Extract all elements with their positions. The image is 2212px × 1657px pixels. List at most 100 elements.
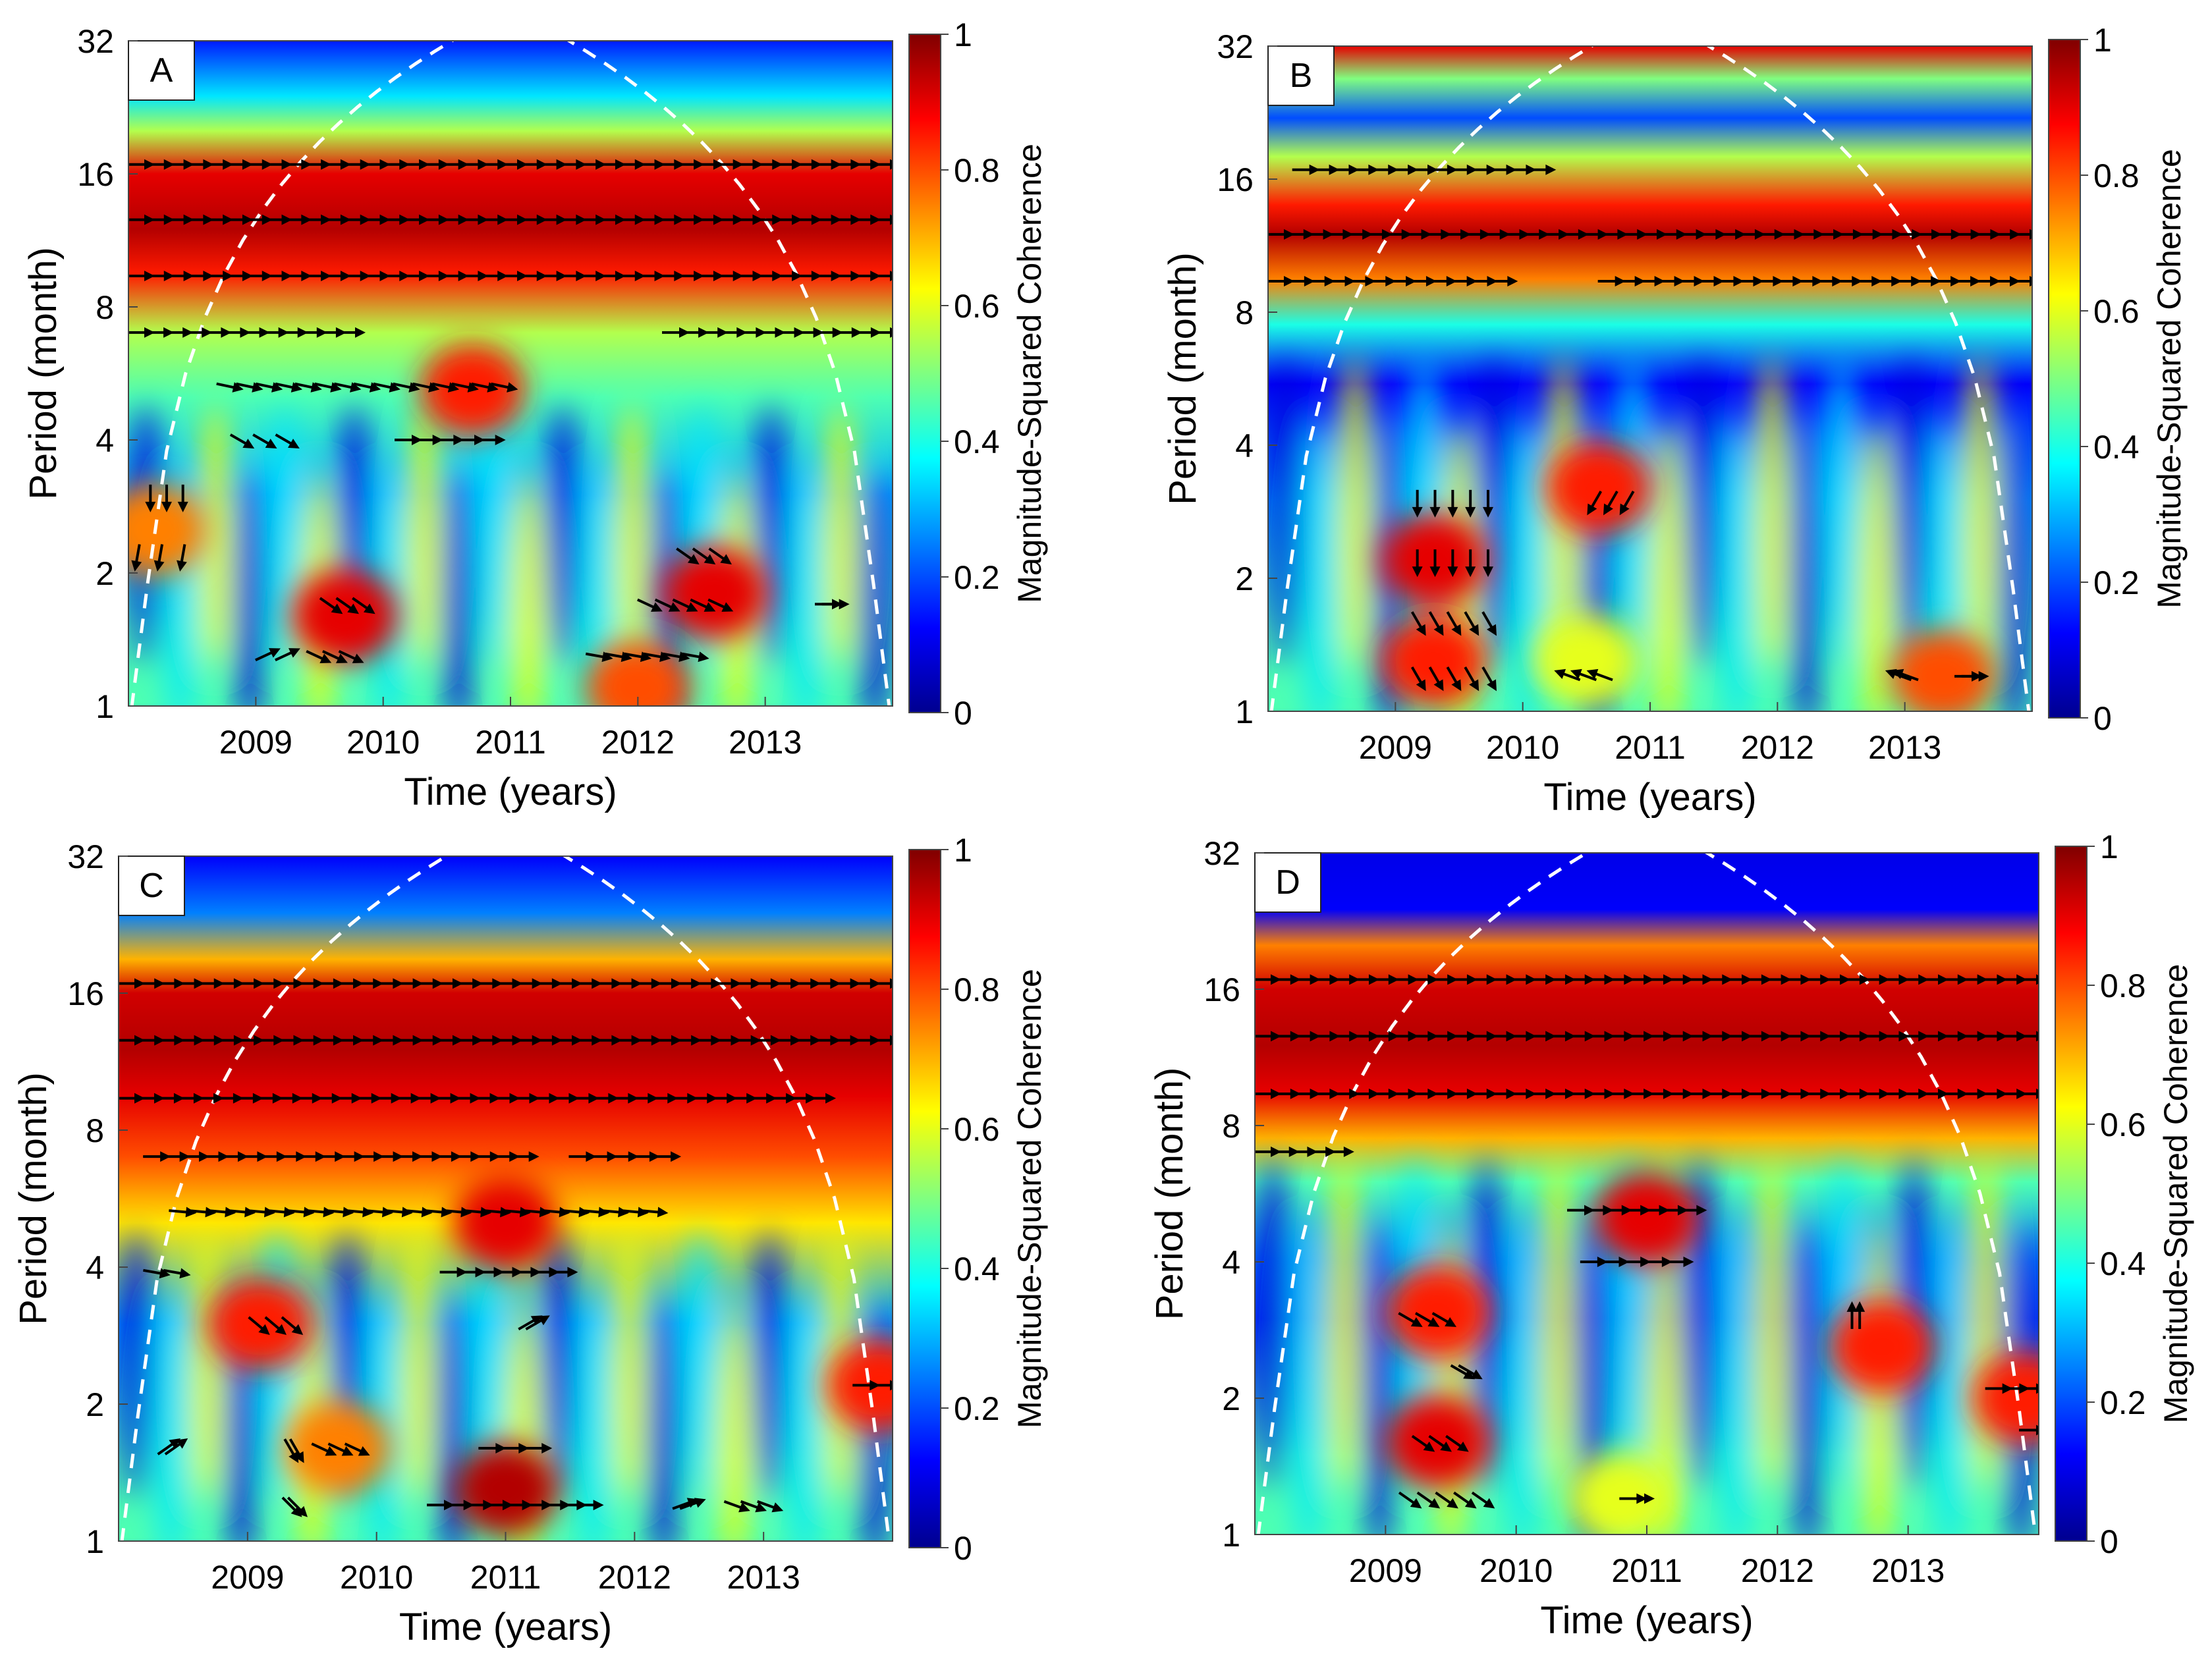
phase-arrowhead bbox=[145, 501, 156, 512]
colorbar-gradient bbox=[2048, 39, 2081, 719]
phase-arrowhead bbox=[1410, 1498, 1422, 1509]
phase-arrowhead bbox=[131, 560, 142, 572]
phase-arrowhead bbox=[159, 1268, 171, 1279]
coherence-blob bbox=[1594, 1172, 1700, 1264]
coherence-blobs bbox=[207, 1177, 893, 1536]
y-tick-label: 8 bbox=[1222, 1108, 1240, 1145]
texture-cell bbox=[545, 404, 580, 667]
texture-cell bbox=[1291, 1222, 1326, 1535]
colorbar-tick-label: 0.2 bbox=[954, 559, 1000, 596]
phase-arrowhead bbox=[528, 1151, 539, 1162]
panel-a: A 1 2 4 8 16 32 2009 2010 2011 2012 2013 Time (years… bbox=[22, 16, 1048, 813]
colorbar-tick-label: 0.8 bbox=[2100, 967, 2146, 1004]
colorbar: 0 0.2 0.4 0.6 0.8 1 Magnitude-Squared Coherenc… bbox=[2048, 22, 2188, 737]
coherence-blob bbox=[1534, 614, 1640, 707]
phase-arrowhead bbox=[289, 1451, 299, 1463]
phase-arrowhead bbox=[651, 602, 663, 612]
panel-d: D 1 2 4 8 16 32 2009 2010 2011 2012 2013 Time (years… bbox=[1148, 828, 2194, 1642]
phase-arrowhead bbox=[355, 327, 366, 338]
phase-arrowhead bbox=[428, 382, 440, 393]
texture-cell bbox=[1719, 422, 1754, 711]
y-axis-label: Period (month) bbox=[22, 247, 65, 500]
phase-arrowhead bbox=[275, 1324, 287, 1336]
x-tick-label: 2013 bbox=[727, 1559, 800, 1596]
phase-arrowhead bbox=[1447, 566, 1458, 578]
phase-arrowhead bbox=[1644, 1493, 1655, 1504]
y-ticks: 1 2 4 8 16 32 bbox=[1217, 28, 1277, 730]
coherence-map bbox=[1268, 46, 2032, 711]
phase-arrowhead bbox=[2036, 1088, 2039, 1099]
phase-arrowhead bbox=[755, 1502, 767, 1513]
y-tick-label: 4 bbox=[96, 422, 114, 459]
x-tick-label: 2013 bbox=[1868, 729, 1941, 766]
colorbar-tick-label: 0.8 bbox=[954, 971, 1000, 1008]
phase-arrowhead bbox=[1343, 1146, 1354, 1157]
x-tick-label: 2013 bbox=[1871, 1552, 1945, 1589]
phase-arrowhead bbox=[331, 603, 343, 614]
texture-cell bbox=[233, 470, 267, 706]
colorbar-tick-label: 0.4 bbox=[954, 1251, 1000, 1288]
x-tick-label: 2011 bbox=[475, 724, 546, 761]
phase-arrowhead bbox=[1603, 503, 1613, 516]
phase-arrowhead bbox=[1410, 1317, 1423, 1327]
phase-arrowhead bbox=[1587, 503, 1597, 516]
texture-cell bbox=[400, 1231, 435, 1502]
texture-cell bbox=[441, 470, 476, 706]
colorbar-tick-label: 0.2 bbox=[954, 1390, 1000, 1427]
x-tick-label: 2012 bbox=[1741, 729, 1814, 766]
phase-arrowhead bbox=[1465, 506, 1476, 518]
colorbar-tick-label: 0 bbox=[954, 695, 972, 732]
x-tick-label: 2010 bbox=[1479, 1552, 1553, 1589]
phase-arrowhead bbox=[176, 1438, 188, 1449]
panel-label: A bbox=[128, 40, 195, 101]
texture-cell bbox=[154, 1297, 189, 1541]
x-tick-label: 2009 bbox=[1349, 1552, 1422, 1589]
texture-cell bbox=[1476, 356, 1511, 670]
phase-arrowhead bbox=[839, 599, 850, 610]
texture-cell bbox=[823, 404, 858, 667]
texture-cell bbox=[1932, 1222, 1967, 1535]
coherence-map bbox=[128, 41, 893, 706]
phase-arrowhead bbox=[350, 382, 362, 393]
texture-cell bbox=[541, 1231, 576, 1502]
phase-arrowhead bbox=[621, 651, 632, 663]
panel-letter: B bbox=[1290, 57, 1313, 95]
colorbar-tick-label: 0.6 bbox=[954, 1111, 1000, 1148]
texture-cell bbox=[435, 1297, 470, 1541]
x-tick-label: 2010 bbox=[1486, 729, 1559, 766]
phase-arrowhead bbox=[1428, 1498, 1441, 1509]
x-ticks: 2009 2010 2011 2012 2013 bbox=[1349, 1525, 1945, 1589]
coherence-blob bbox=[1890, 630, 1996, 711]
colorbar-label: Magnitude-Squared Coherence bbox=[1011, 969, 1048, 1428]
y-tick-label: 4 bbox=[1222, 1244, 1240, 1281]
phase-arrowhead bbox=[1470, 1369, 1483, 1380]
phase-arrowhead bbox=[258, 1324, 270, 1336]
phase-arrowhead bbox=[1429, 506, 1441, 518]
phase-arrowhead bbox=[290, 1506, 302, 1517]
y-ticks: 1 2 4 8 16 32 bbox=[67, 838, 128, 1560]
x-ticks: 2009 2010 2011 2012 2013 bbox=[1359, 702, 1941, 766]
x-ticks: 2009 2010 2011 2012 2013 bbox=[219, 697, 802, 761]
colorbar-label: Magnitude-Squared Coherence bbox=[1011, 144, 1048, 603]
phase-arrowhead bbox=[1619, 503, 1630, 516]
texture-cell bbox=[752, 1231, 787, 1502]
phase-arrowhead bbox=[179, 1268, 191, 1279]
texture-cell bbox=[1268, 356, 1303, 670]
panel-b: B 1 2 4 8 16 32 2009 2010 2011 2012 2013 Time (years… bbox=[1161, 22, 2188, 819]
cone-of-influence bbox=[1269, 46, 2031, 711]
panel-letter: C bbox=[139, 867, 164, 905]
x-axis-label: Time (years) bbox=[1543, 776, 1756, 819]
colorbar: 0 0.2 0.4 0.6 0.8 1 Magnitude-Squared Coherenc… bbox=[908, 832, 1048, 1567]
phase-arrowhead bbox=[541, 1442, 553, 1453]
x-tick-label: 2012 bbox=[598, 1559, 671, 1596]
colorbar-tick-label: 0.4 bbox=[954, 423, 1000, 460]
phase-arrowhead bbox=[487, 382, 499, 393]
texture-cell bbox=[787, 1297, 822, 1541]
texture-cell bbox=[576, 1297, 611, 1541]
texture-cell bbox=[198, 404, 233, 667]
colorbar-label: Magnitude-Squared Coherence bbox=[2157, 964, 2194, 1424]
y-tick-label: 32 bbox=[1217, 28, 1254, 65]
colorbar-tick-label: 1 bbox=[954, 832, 972, 869]
phase-arrowhead bbox=[1451, 624, 1462, 636]
panel-label: D bbox=[1254, 852, 1321, 913]
